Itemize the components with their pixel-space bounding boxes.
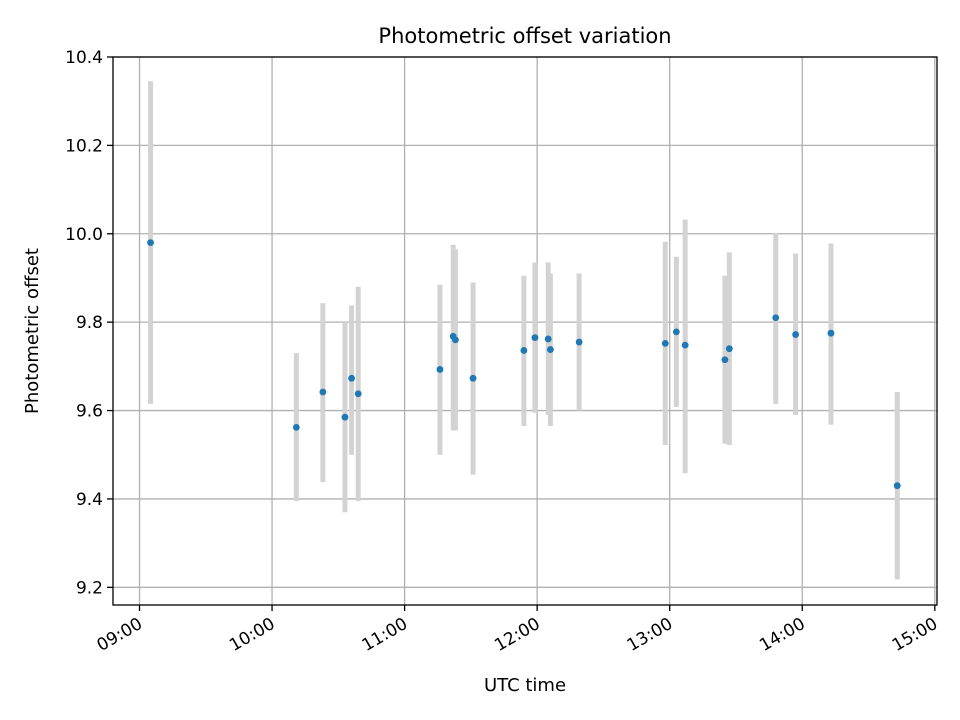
data-point	[452, 336, 459, 344]
data-point	[520, 347, 528, 354]
data-point	[469, 374, 477, 382]
data-point	[354, 390, 362, 398]
data-point	[547, 346, 554, 353]
data-point	[348, 374, 355, 382]
y-tick-label: 10.4	[65, 48, 103, 68]
data-point	[672, 328, 680, 336]
data-point	[661, 339, 669, 347]
y-axis-title: Photometric offset	[22, 248, 43, 414]
y-tick-label: 9.6	[76, 402, 103, 422]
y-tick-label: 9.8	[76, 313, 103, 333]
data-point	[292, 423, 300, 431]
data-points	[147, 239, 901, 490]
data-point	[147, 239, 154, 247]
data-point	[725, 345, 733, 353]
data-point	[792, 331, 800, 338]
data-point	[436, 366, 444, 373]
data-point	[319, 388, 327, 396]
data-point	[893, 482, 901, 490]
data-point	[575, 338, 583, 346]
y-tick-label: 9.2	[76, 578, 103, 598]
y-tick-label: 10.2	[65, 136, 103, 156]
data-point	[531, 334, 539, 342]
chart-title: Photometric offset variation	[378, 24, 671, 48]
data-point	[721, 356, 729, 364]
plot-frame	[112, 56, 938, 606]
x-axis-title: UTC time	[484, 675, 566, 696]
data-point	[341, 413, 349, 421]
data-point	[827, 329, 835, 337]
data-point	[544, 335, 552, 343]
data-point	[681, 341, 689, 349]
y-tick-label: 10.0	[65, 225, 103, 245]
y-tick-label: 9.4	[76, 490, 103, 510]
data-point	[772, 314, 780, 322]
